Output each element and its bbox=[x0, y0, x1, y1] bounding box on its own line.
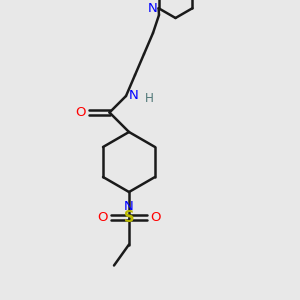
Text: N: N bbox=[129, 89, 139, 103]
Text: H: H bbox=[145, 92, 154, 106]
Text: O: O bbox=[98, 211, 108, 224]
Text: O: O bbox=[75, 106, 86, 119]
Text: N: N bbox=[147, 2, 157, 15]
Text: N: N bbox=[124, 200, 134, 212]
Text: S: S bbox=[124, 210, 134, 225]
Text: O: O bbox=[150, 211, 160, 224]
